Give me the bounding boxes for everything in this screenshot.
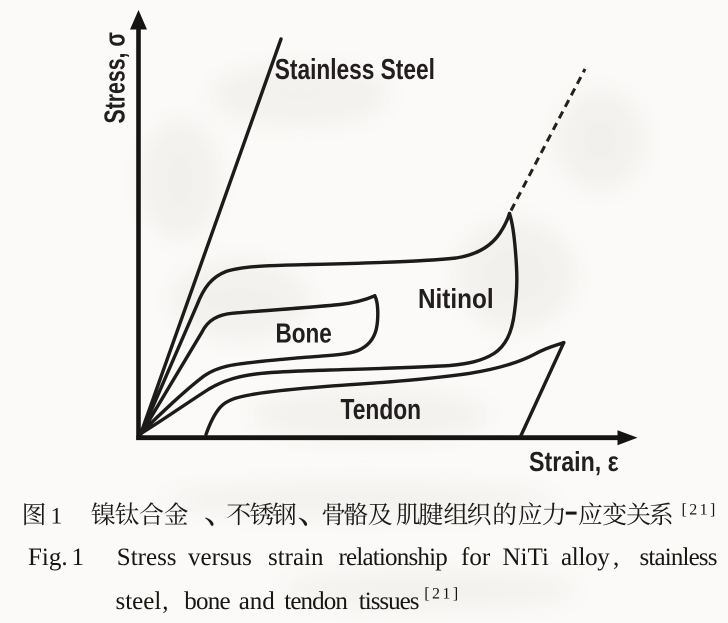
svg-text:Strain, ε: Strain, ε: [529, 447, 619, 477]
svg-text:1: 1: [51, 503, 63, 528]
svg-text:Nitinol: Nitinol: [418, 282, 494, 314]
svg-text:Tendon: Tendon: [341, 392, 422, 425]
svg-text:Stress, σ: Stress, σ: [100, 32, 132, 123]
svg-text:[21]: [21]: [682, 501, 718, 518]
svg-text:Stainless Steel: Stainless Steel: [275, 55, 435, 86]
svg-text:Bone: Bone: [276, 318, 332, 349]
svg-text:1: 1: [72, 544, 85, 571]
svg-text:[21]: [21]: [424, 585, 460, 602]
svg-text:Fig.: Fig.: [28, 544, 68, 571]
